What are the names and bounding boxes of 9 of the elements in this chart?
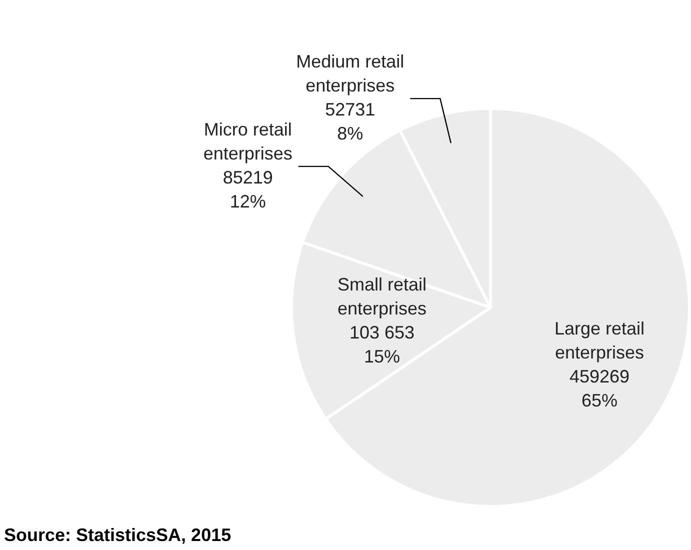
data-label: 103 653 15%: [349, 322, 415, 367]
data-label: 459269 65%: [569, 366, 630, 410]
data-label: 85219 12%: [222, 167, 273, 212]
slice-label: Micro retail enterprises: [203, 119, 292, 164]
slice-label: Medium retail enterprises: [296, 52, 404, 96]
slice-label: Large retail enterprises: [554, 318, 645, 362]
data-label: 52731 8%: [325, 100, 376, 144]
slice-label: Small retail enterprises: [337, 274, 427, 319]
source-note: Source: StatisticsSA, 2015: [4, 525, 232, 546]
